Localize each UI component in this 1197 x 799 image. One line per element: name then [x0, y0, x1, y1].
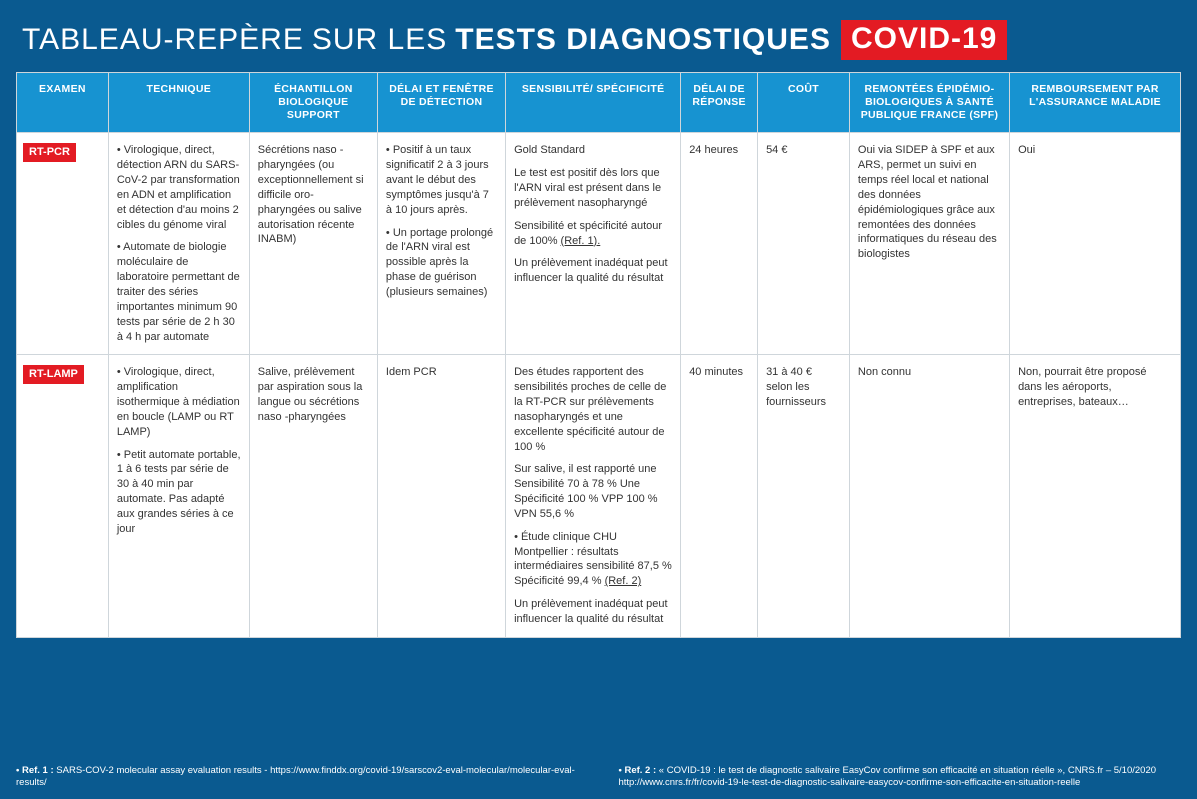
diagnostic-table: Examen Technique Échantillon biologique …	[16, 72, 1181, 638]
table-row: RT-LAMP • Virologique, direct, amplifica…	[17, 355, 1181, 638]
col-examen: Examen	[17, 73, 109, 133]
exam-badge-rtpcr: RT-PCR	[23, 143, 76, 162]
col-echantillon: Échantillon biologique support	[249, 73, 377, 133]
cell-sensibilite: Gold Standard Le test est positif dès lo…	[506, 133, 681, 355]
page-title: TABLEAU-REPÈRE SUR LES TESTS DIAGNOSTIQU…	[0, 0, 1197, 72]
col-remboursement: Remboursement par l'Assurance Maladie	[1010, 73, 1181, 133]
cell-echantillon: Salive, prélèvement par aspiration sous …	[249, 355, 377, 638]
col-delai-detect: Délai et fenêtre de détection	[377, 73, 505, 133]
cell-cout: 31 à 40 € selon les fournisseurs	[758, 355, 850, 638]
title-part3: TESTS DIAGNOSTIQUES	[455, 23, 831, 57]
col-sensibilite: Sensibilité/ Spécificité	[506, 73, 681, 133]
cell-delai-detect: • Positif à un taux significatif 2 à 3 j…	[377, 133, 505, 355]
cell-remboursement: Non, pourrait être proposé dans les aéro…	[1010, 355, 1181, 638]
table-header-row: Examen Technique Échantillon biologique …	[17, 73, 1181, 133]
exam-badge-rtlamp: RT-LAMP	[23, 365, 84, 384]
table-row: RT-PCR • Virologique, direct, détection …	[17, 133, 1181, 355]
title-part2: SUR LES	[312, 23, 447, 57]
cell-remboursement: Oui	[1010, 133, 1181, 355]
cell-echantillon: Sécrétions naso -pharyngées (ou exceptio…	[249, 133, 377, 355]
footer-refs: • Ref. 1 : SARS-COV-2 molecular assay ev…	[16, 765, 1181, 789]
cell-remontees: Non connu	[849, 355, 1009, 638]
col-delai-rep: Délai de réponse	[681, 73, 758, 133]
cell-remontees: Oui via SIDEP à SPF et aux ARS, permet u…	[849, 133, 1009, 355]
col-technique: Technique	[108, 73, 249, 133]
cell-sensibilite: Des études rapportent des sensibilités p…	[506, 355, 681, 638]
cell-cout: 54 €	[758, 133, 850, 355]
col-remontees: Remontées épidémio-biologiques à Santé P…	[849, 73, 1009, 133]
cell-reponse: 24 heures	[681, 133, 758, 355]
cell-technique: • Virologique, direct, amplification iso…	[108, 355, 249, 638]
title-part1: TABLEAU-REPÈRE	[22, 23, 304, 57]
footer-ref2: • Ref. 2 : « COVID-19 : le test de diagn…	[619, 765, 1182, 789]
cell-technique: • Virologique, direct, détection ARN du …	[108, 133, 249, 355]
covid-badge: COVID-19	[841, 20, 1007, 60]
col-cout: Coût	[758, 73, 850, 133]
cell-examen: RT-LAMP	[17, 355, 109, 638]
cell-reponse: 40 minutes	[681, 355, 758, 638]
footer-ref1: • Ref. 1 : SARS-COV-2 molecular assay ev…	[16, 765, 579, 789]
cell-delai-detect: Idem PCR	[377, 355, 505, 638]
cell-examen: RT-PCR	[17, 133, 109, 355]
